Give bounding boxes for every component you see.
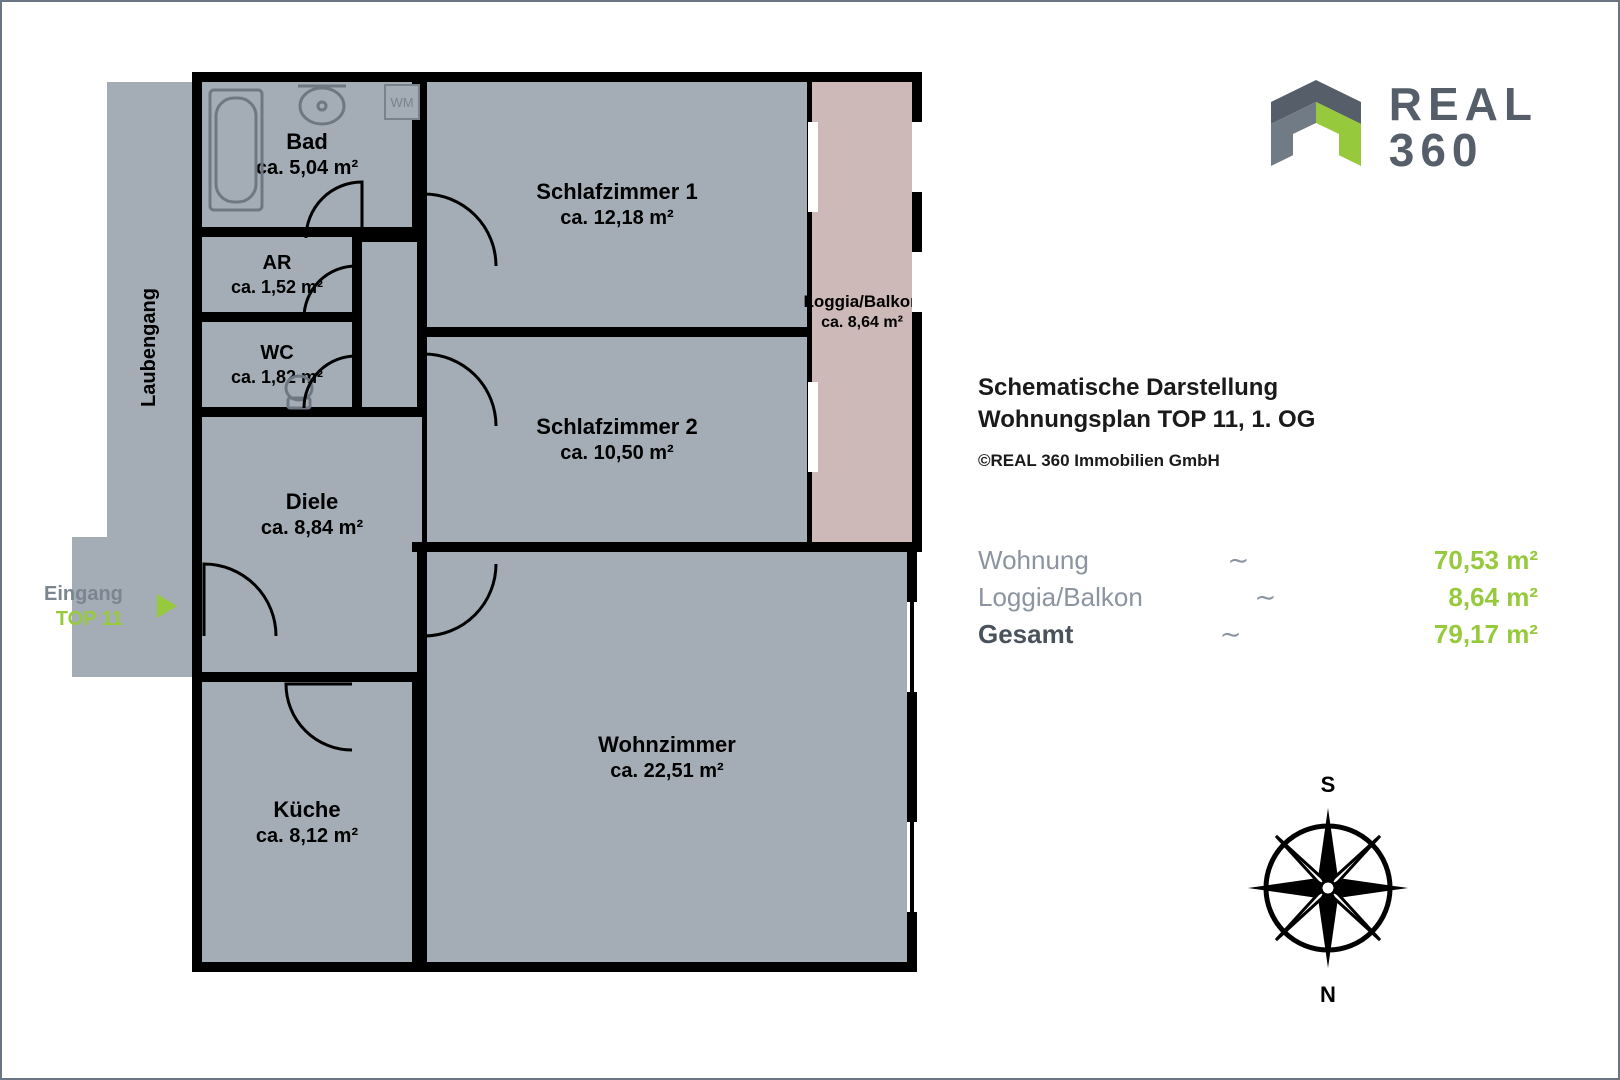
wm-box: WM xyxy=(384,84,420,120)
room-kueche-name: Küche xyxy=(273,797,340,823)
brand-logo: REAL 360 xyxy=(1261,72,1538,182)
info-title1: Schematische Darstellung xyxy=(978,372,1538,404)
info-copyright: ©REAL 360 Immobilien GmbH xyxy=(978,451,1538,471)
room-loggia-name: Loggia/Balkon xyxy=(803,292,920,312)
window-gap xyxy=(912,122,922,192)
window-gap xyxy=(808,122,818,212)
room-schlaf1-name: Schlafzimmer 1 xyxy=(536,179,697,205)
door-arc xyxy=(302,354,360,417)
floorplan-canvas: Laubengang Eingang TOP 11 Bad ca. 5,04 m… xyxy=(2,2,1618,1078)
logo-line2: 360 xyxy=(1389,127,1538,173)
door-arc xyxy=(284,682,356,759)
summary-value: 79,17 m² xyxy=(1388,619,1538,650)
room-ar-name: AR xyxy=(263,252,292,275)
window-gap xyxy=(808,382,818,472)
sink-icon xyxy=(296,84,348,132)
room-diele-area: ca. 8,84 m² xyxy=(261,517,363,540)
entrance-arrow-icon xyxy=(157,594,177,618)
compass-icon xyxy=(1238,798,1418,978)
window-line xyxy=(910,602,914,692)
room-schlaf2-name: Schlafzimmer 2 xyxy=(536,414,697,440)
room-kueche-area: ca. 8,12 m² xyxy=(256,825,358,848)
area-summary: Wohnung ∼ 70,53 m² Loggia/Balkon ∼ 8,64 … xyxy=(978,542,1538,653)
room-bad-name: Bad xyxy=(286,129,328,155)
summary-label: Gesamt xyxy=(978,619,1073,650)
logo-mark-icon xyxy=(1261,72,1371,182)
diele-extension xyxy=(357,232,422,417)
compass-s-label: S xyxy=(1321,772,1336,798)
room-schlaf2-area: ca. 10,50 m² xyxy=(560,442,673,465)
room-wc-name: WC xyxy=(260,342,293,365)
room-schlaf1-area: ca. 12,18 m² xyxy=(560,207,673,230)
summary-value: 70,53 m² xyxy=(1388,545,1538,576)
laubengang-corridor: Laubengang xyxy=(107,82,192,612)
door-arc xyxy=(422,352,500,435)
entrance-label: Eingang TOP 11 xyxy=(44,582,123,632)
door-arc xyxy=(422,192,500,275)
entrance-line2: TOP 11 xyxy=(44,607,123,632)
info-title2: Wohnungsplan TOP 11, 1. OG xyxy=(978,404,1538,436)
tilde-icon: ∼ xyxy=(1250,582,1280,613)
room-wohn-name: Wohnzimmer xyxy=(598,732,736,758)
bathtub-icon xyxy=(208,88,264,212)
summary-row: Loggia/Balkon ∼ 8,64 m² xyxy=(978,579,1538,616)
summary-label: Loggia/Balkon xyxy=(978,582,1143,613)
compass-n-label: N xyxy=(1320,982,1336,1008)
room-diele-name: Diele xyxy=(261,489,363,515)
door-arc xyxy=(302,264,360,327)
tilde-icon: ∼ xyxy=(1223,545,1253,576)
compass-rose: S N xyxy=(1238,778,1418,998)
wm-label: WM xyxy=(390,95,413,110)
door-arc xyxy=(202,562,280,645)
room-loggia-area: ca. 8,64 m² xyxy=(821,314,903,332)
laubengang-label: Laubengang xyxy=(138,288,161,407)
door-arc xyxy=(302,178,366,247)
entrance-line1: Eingang xyxy=(44,582,123,607)
summary-row: Wohnung ∼ 70,53 m² xyxy=(978,542,1538,579)
room-bad-area: ca. 5,04 m² xyxy=(256,157,358,180)
logo-line1: REAL xyxy=(1389,81,1538,127)
info-block: Schematische Darstellung Wohnungsplan TO… xyxy=(978,372,1538,471)
room-loggia: Loggia/Balkon ca. 8,64 m² xyxy=(812,72,922,552)
tilde-icon: ∼ xyxy=(1216,619,1246,650)
window-line xyxy=(910,822,914,912)
summary-value: 8,64 m² xyxy=(1388,582,1538,613)
summary-row-total: Gesamt ∼ 79,17 m² xyxy=(978,616,1538,653)
summary-label: Wohnung xyxy=(978,545,1089,576)
window-gap xyxy=(912,252,922,312)
door-arc xyxy=(422,562,500,645)
room-wohn-area: ca. 22,51 m² xyxy=(610,760,723,783)
logo-text: REAL 360 xyxy=(1389,81,1538,173)
